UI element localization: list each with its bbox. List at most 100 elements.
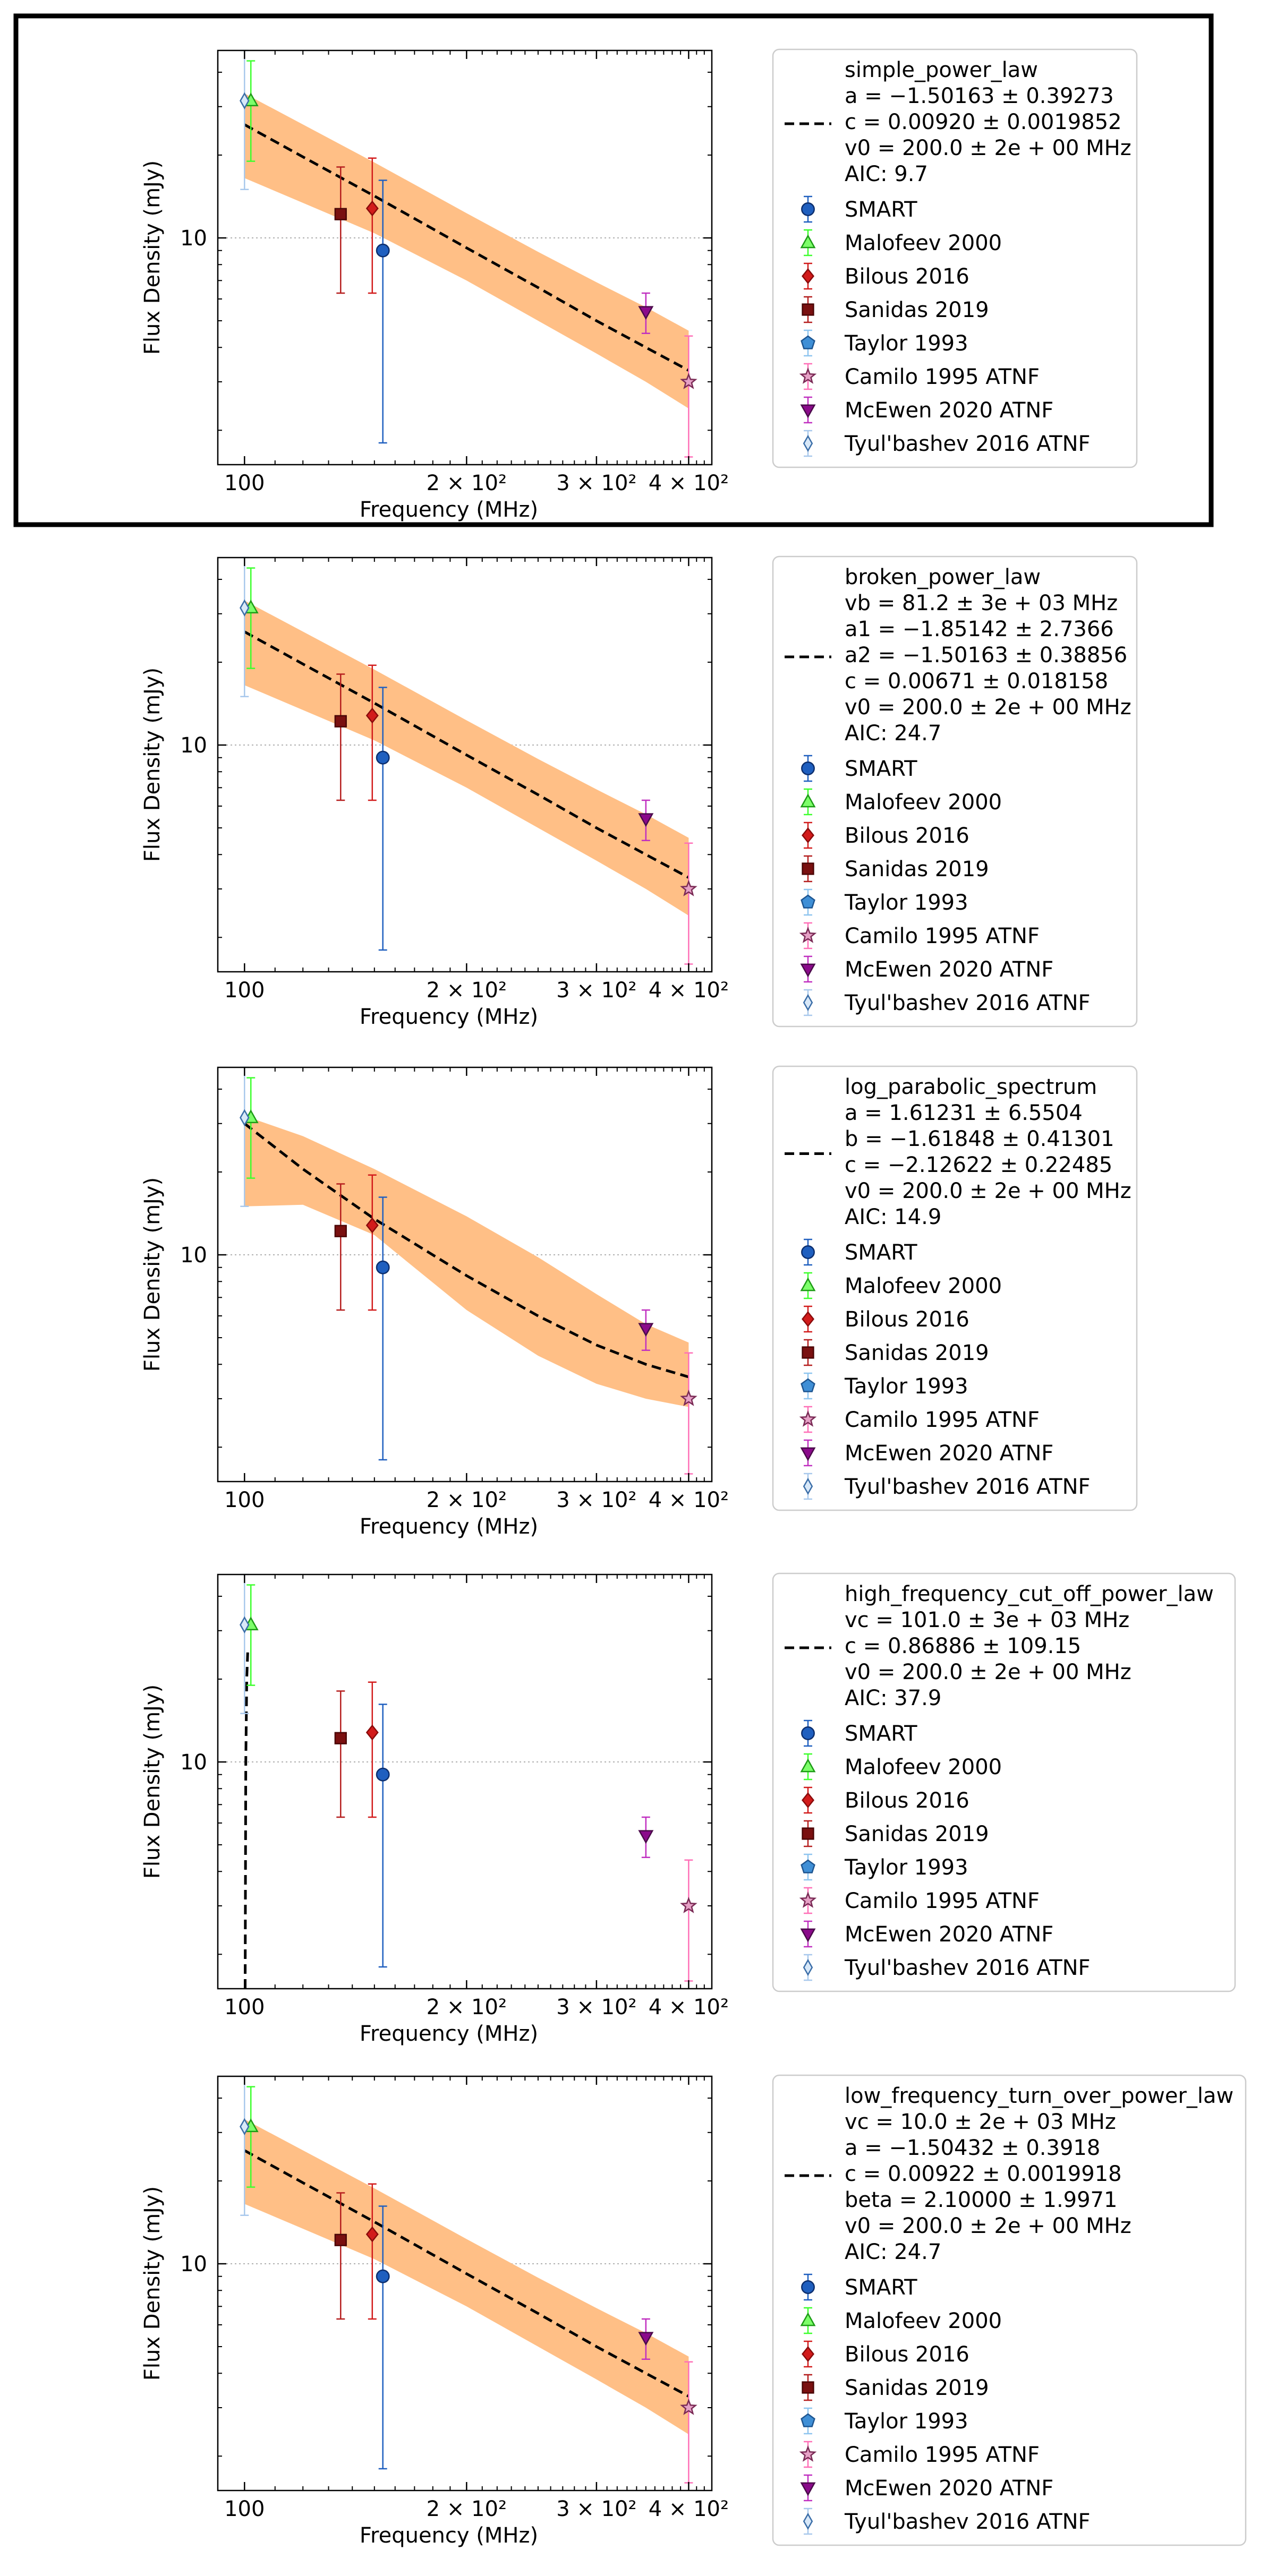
legend-marker-Malofeev 2000 — [800, 2312, 816, 2326]
legend-marker-Bilous 2016 — [801, 827, 815, 844]
x-tick-label: 3 × 10² — [556, 978, 636, 1003]
data-point-Tyul'bashev 2016 ATNF — [240, 92, 250, 109]
data-point-McEwen 2020 ATNF — [638, 2332, 654, 2346]
x-tick-label: 100 — [224, 471, 265, 495]
legend-label: SMART — [845, 2275, 917, 2300]
legend-label: Tyul'bashev 2016 ATNF — [844, 2510, 1091, 2534]
data-point-Bilous 2016 — [365, 1724, 379, 1741]
data-point-Bilous 2016 — [365, 707, 379, 724]
legend-label: Sanidas 2019 — [845, 2376, 989, 2400]
legend-marker-SMART — [801, 1245, 815, 1259]
legend-marker-Tyul'bashev 2016 ATNF — [803, 994, 813, 1012]
legend-fit-line: a2 = −1.50163 ± 0.38856 — [845, 643, 1127, 667]
data-point-Sanidas 2019 — [334, 715, 347, 728]
legend-label: Taylor 1993 — [844, 2409, 968, 2434]
legend-label: SMART — [845, 1240, 917, 1265]
legend-fit-line: a1 = −1.85142 ± 2.7366 — [845, 617, 1114, 641]
axes-frame — [217, 1066, 713, 1483]
x-axis-label: Frequency (MHz) — [360, 1005, 538, 1029]
legend-fit-line: AIC: 14.9 — [845, 1205, 941, 1229]
legend-marker-SMART — [801, 761, 815, 775]
legend-marker-Malofeev 2000 — [800, 234, 816, 249]
legend-marker-Sanidas 2019 — [802, 862, 814, 875]
x-axis-label: Frequency (MHz) — [360, 498, 538, 522]
legend-fit-line: vb = 81.2 ± 3e + 03 MHz — [845, 591, 1118, 615]
x-tick-label: 3 × 10² — [556, 471, 636, 495]
data-point-Tyul'bashev 2016 ATNF — [240, 1616, 250, 1633]
x-tick-label: 3 × 10² — [556, 2497, 636, 2521]
legend-marker-Tyul'bashev 2016 ATNF — [803, 2512, 813, 2530]
legend-label: SMART — [845, 1722, 917, 1746]
legend-marker-Sanidas 2019 — [802, 1827, 814, 1840]
legend-box — [772, 555, 1138, 1028]
axes-frame — [217, 2075, 713, 2492]
legend-fit-line: c = −2.12622 ± 0.22485 — [845, 1153, 1112, 1177]
data-point-Camilo 1995 ATNF — [680, 879, 697, 896]
legend-marker-Tyul'bashev 2016 ATNF — [803, 434, 813, 452]
legend-fit-line: log_parabolic_spectrum — [845, 1075, 1097, 1099]
legend-marker-McEwen 2020 ATNF — [800, 963, 816, 978]
data-point-Bilous 2016 — [365, 2226, 379, 2243]
data-point-SMART — [376, 1260, 390, 1274]
confidence-band — [244, 600, 689, 916]
chart-panel-low_frequency_turn_over_power_law: 100 2 × 10² 3 × 10² 4 × 10² 10 Frequency (MHz… — [140, 2074, 1247, 2548]
legend-marker-Malofeev 2000 — [800, 793, 816, 808]
legend-marker-Camilo 1995 ATNF — [799, 1410, 817, 1427]
legend-marker-Camilo 1995 ATNF — [799, 926, 817, 943]
legend-fit-line: v0 = 200.0 ± 2e + 00 MHz — [845, 695, 1131, 720]
legend-fit-line: AIC: 37.9 — [845, 1686, 941, 1710]
legend-label: SMART — [845, 757, 917, 781]
legend-marker-Sanidas 2019 — [802, 1346, 814, 1359]
fit-curve — [244, 630, 690, 879]
legend-marker-Bilous 2016 — [801, 1792, 815, 1809]
x-tick-label: 2 × 10² — [427, 471, 507, 495]
data-point-McEwen 2020 ATNF — [638, 813, 654, 827]
highlight-frame — [13, 13, 1214, 527]
data-point-McEwen 2020 ATNF — [638, 306, 654, 320]
legend-label: Malofeev 2000 — [845, 1274, 1002, 1298]
data-point-Sanidas 2019 — [334, 208, 347, 220]
data-point-Tyul'bashev 2016 ATNF — [240, 599, 250, 617]
data-point-Sanidas 2019 — [334, 1225, 347, 1237]
data-point-Bilous 2016 — [365, 1217, 379, 1234]
data-point-SMART — [376, 243, 390, 258]
legend-fit-line: v0 = 200.0 ± 2e + 00 MHz — [845, 2214, 1131, 2238]
x-tick-label: 3 × 10² — [556, 1488, 636, 1512]
legend-fit-line: c = 0.86886 ± 109.15 — [845, 1634, 1081, 1658]
x-tick-label: 3 × 10² — [556, 1995, 636, 2019]
legend-label: McEwen 2020 ATNF — [845, 2476, 1053, 2501]
data-point-Tyul'bashev 2016 ATNF — [240, 1109, 250, 1126]
confidence-band — [244, 1116, 689, 1407]
legend-label: Sanidas 2019 — [845, 1822, 989, 1846]
confidence-band — [244, 2119, 689, 2435]
x-tick-label: 2 × 10² — [427, 1995, 507, 2019]
legend-label: Tyul'bashev 2016 ATNF — [844, 1475, 1091, 1499]
legend-fit-line: vc = 101.0 ± 3e + 03 MHz — [845, 1608, 1129, 1632]
legend-marker-McEwen 2020 ATNF — [800, 2482, 816, 2496]
x-tick-label: 4 × 10² — [649, 2497, 729, 2521]
legend-label: Camilo 1995 ATNF — [845, 1889, 1040, 1913]
legend-label: McEwen 2020 ATNF — [845, 1441, 1053, 1466]
chart-panel-high_frequency_cut_off_power_law: 100 2 × 10² 3 × 10² 4 × 10² 10 Frequency (MHz… — [140, 1572, 1236, 2046]
legend-marker-Sanidas 2019 — [802, 2381, 814, 2394]
x-tick-label: 100 — [224, 1995, 265, 2019]
x-tick-label: 100 — [224, 2497, 265, 2521]
data-point-Bilous 2016 — [365, 200, 379, 217]
legend-label: Malofeev 2000 — [845, 2309, 1002, 2333]
legend-fit-line: v0 = 200.0 ± 2e + 00 MHz — [845, 1179, 1131, 1203]
data-point-Camilo 1995 ATNF — [680, 2398, 697, 2415]
legend-marker-Taylor 1993 — [801, 2413, 815, 2427]
y-tick-label: 10 — [180, 2252, 207, 2277]
chart-panel-log_parabolic_spectrum: 100 2 × 10² 3 × 10² 4 × 10² 10 Frequency (MHz… — [140, 1065, 1138, 1539]
legend-fit-line: low_frequency_turn_over_power_law — [845, 2084, 1233, 2108]
chart-panel-simple_power_law: 100 2 × 10² 3 × 10² 4 × 10² 10 Frequency (MHz… — [13, 13, 1214, 527]
y-tick-label: 10 — [180, 1243, 207, 1268]
data-point-Camilo 1995 ATNF — [680, 1389, 697, 1406]
legend-marker-Camilo 1995 ATNF — [799, 1891, 817, 1908]
legend-label: Taylor 1993 — [844, 891, 968, 915]
legend-box — [772, 1065, 1138, 1511]
legend-label: Malofeev 2000 — [845, 1755, 1002, 1779]
